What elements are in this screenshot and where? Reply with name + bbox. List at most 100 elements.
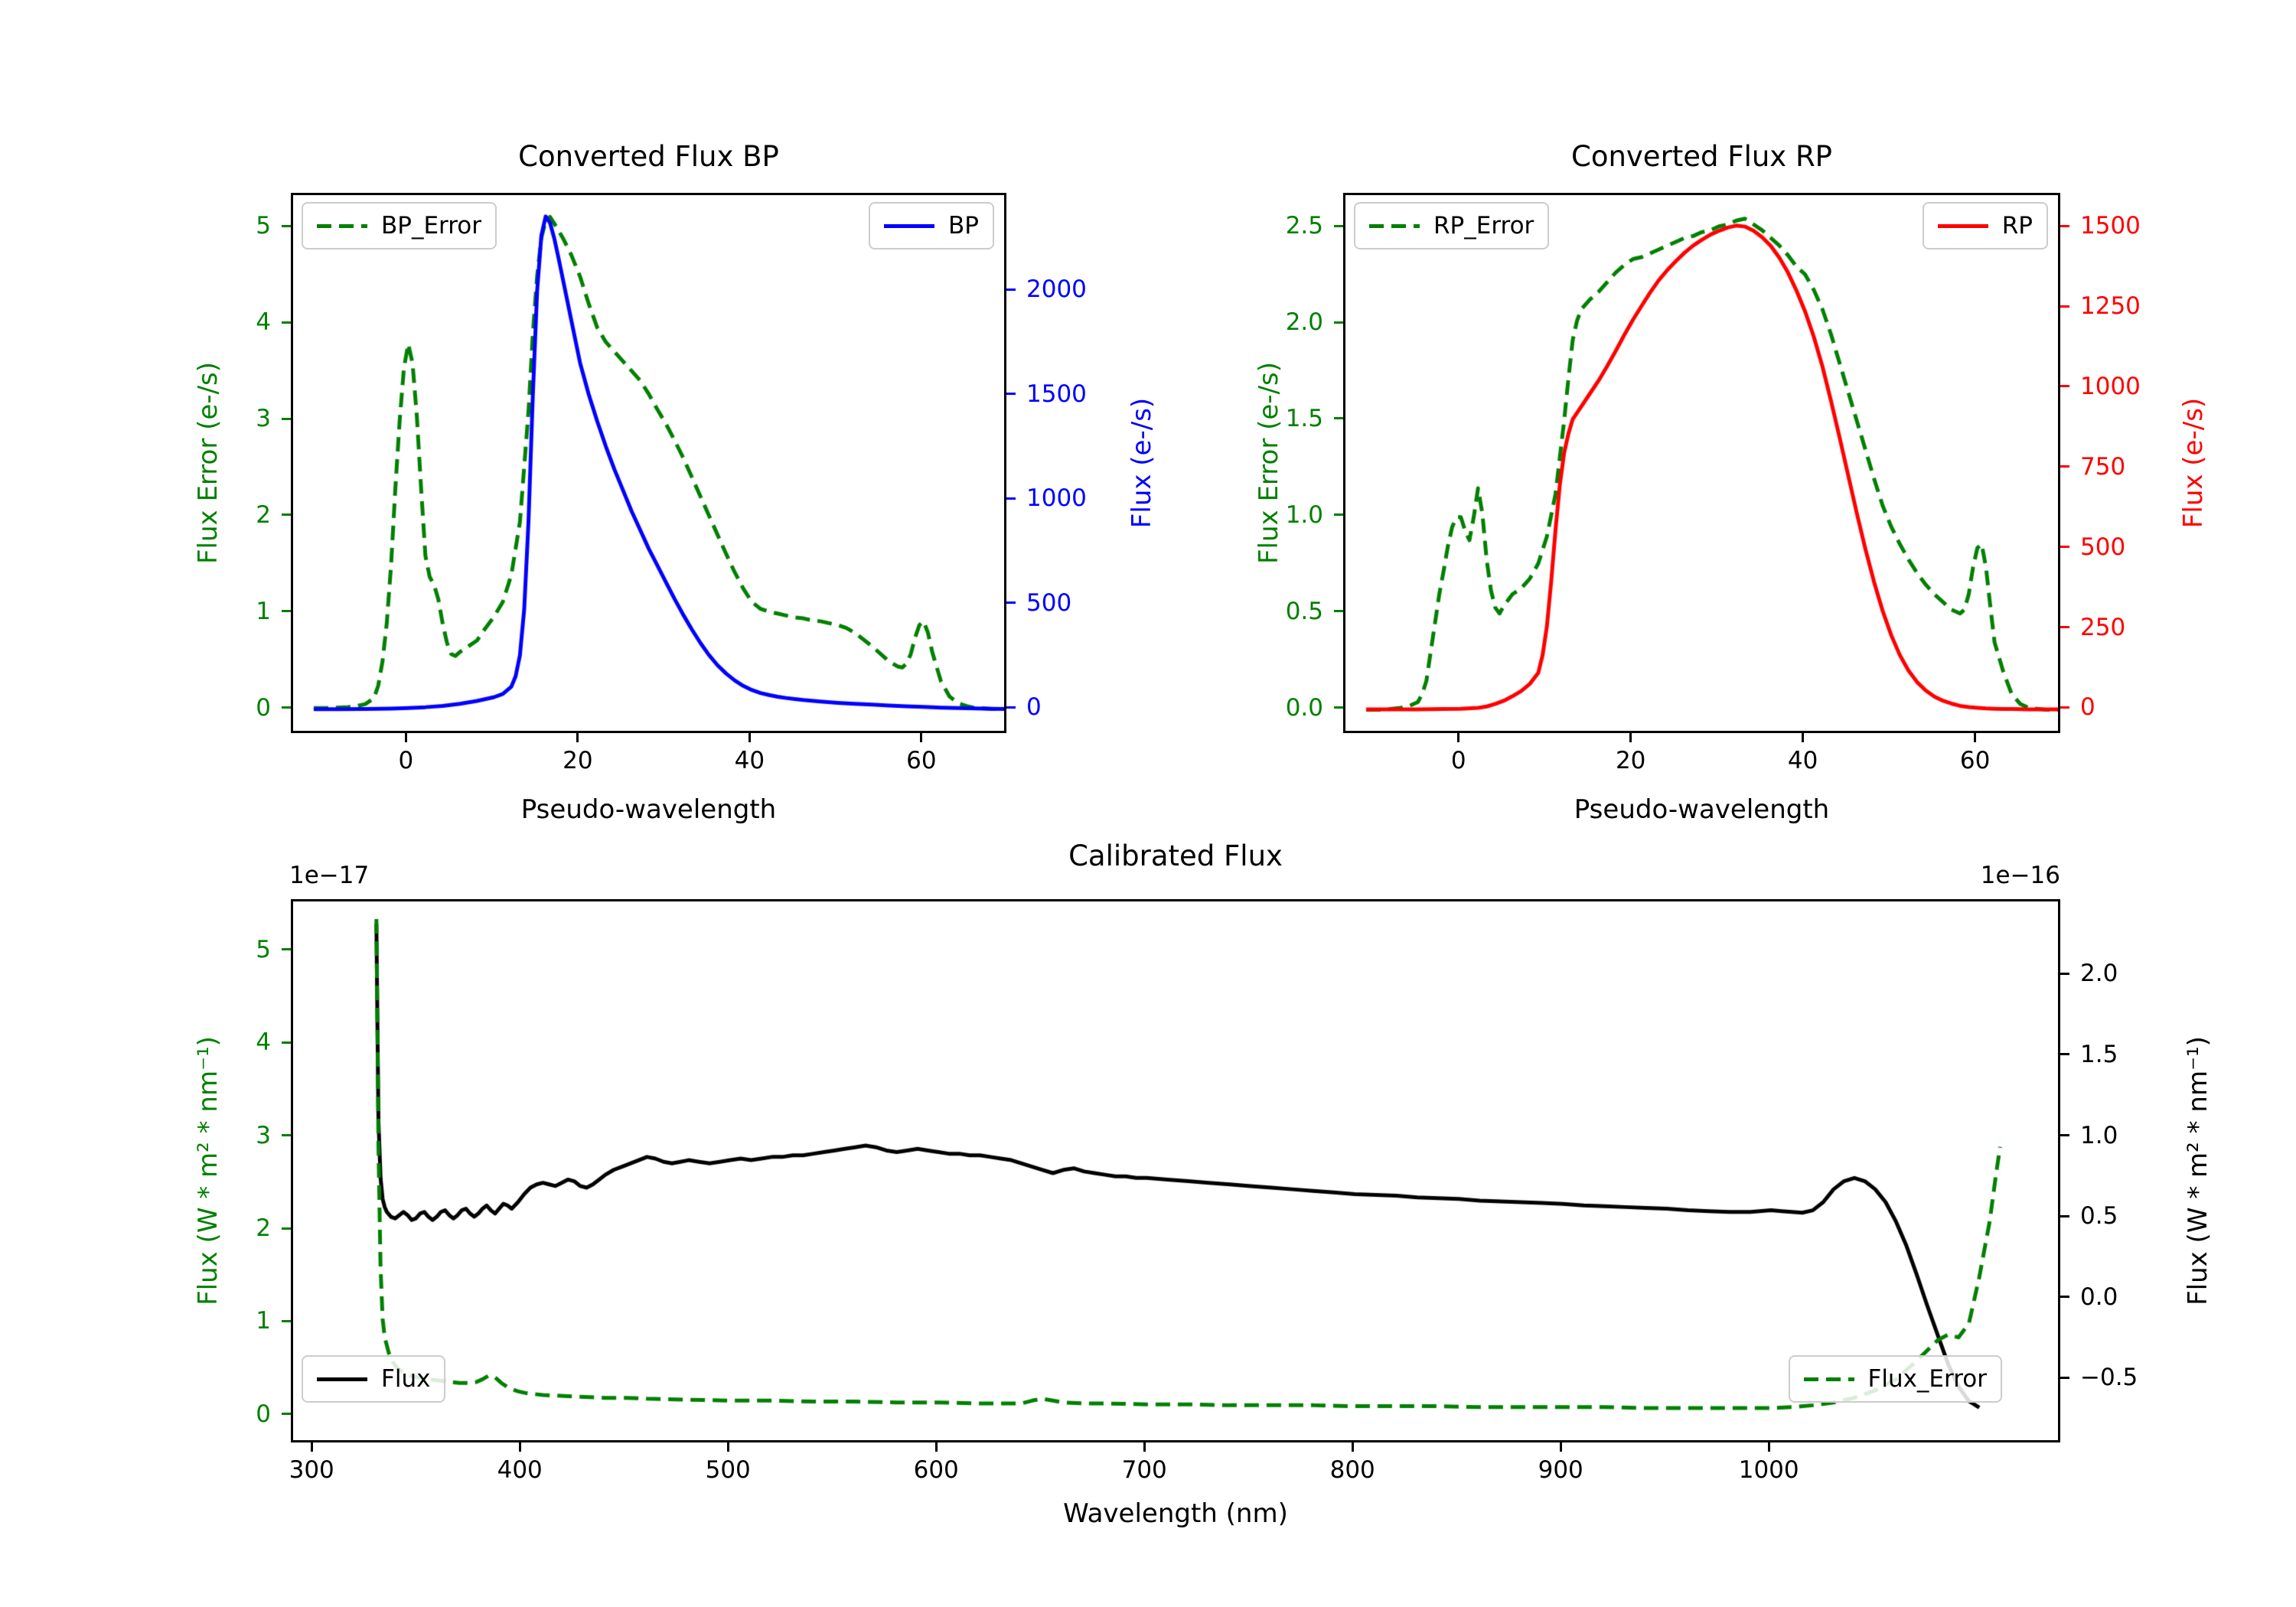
- tick-mark: [1629, 733, 1632, 742]
- tick-label: 2.5: [1285, 212, 1323, 240]
- tick-mark: [1334, 417, 1343, 420]
- tick-mark: [282, 706, 291, 709]
- tick-label: 0.5: [2080, 1202, 2118, 1231]
- plot-area: [291, 193, 1006, 733]
- tick-mark: [1006, 288, 1016, 291]
- tick-mark: [282, 417, 291, 420]
- tick-label: 1000: [2080, 372, 2141, 400]
- tick-mark: [934, 1442, 938, 1452]
- tick-label: 600: [913, 1456, 959, 1484]
- tick-mark: [518, 1442, 521, 1452]
- tick-label: 1.5: [2080, 1040, 2118, 1068]
- legend-flux-error: Flux_Error: [1788, 1355, 2002, 1403]
- tick-mark: [282, 1227, 291, 1230]
- tick-mark: [282, 948, 291, 951]
- tick-mark: [748, 733, 751, 742]
- legend-line-sample: [1937, 223, 1988, 228]
- legend-label: BP: [948, 212, 979, 240]
- legend-rp: RP: [1922, 202, 2048, 249]
- tick-label: 1500: [1026, 380, 1087, 408]
- chart-title: Converted Flux RP: [1570, 140, 1832, 173]
- tick-label: 750: [2080, 452, 2126, 481]
- plot-area: [291, 899, 2060, 1442]
- tick-label: 1500: [2080, 212, 2141, 240]
- tick-label: 40: [734, 747, 765, 774]
- legend-label: BP_Error: [381, 212, 482, 240]
- tick-label: 900: [1538, 1456, 1583, 1484]
- tick-mark: [1559, 1442, 1562, 1452]
- tick-label: 60: [1959, 747, 1991, 774]
- plot-canvas: [293, 901, 2058, 1440]
- tick-mark: [920, 733, 923, 742]
- tick-mark: [282, 1041, 291, 1044]
- x-axis-label: Wavelength (nm): [1063, 1498, 1288, 1529]
- legend-flux: Flux: [302, 1355, 446, 1403]
- tick-mark: [282, 1134, 291, 1137]
- axis-offset-text-left: 1e−17: [289, 862, 370, 889]
- tick-mark: [282, 610, 291, 613]
- tick-label: 0: [256, 693, 271, 722]
- axis-offset-text-right: 1e−16: [1980, 862, 2060, 889]
- x-axis-label: Pseudo-wavelength: [520, 794, 777, 825]
- tick-label: 1: [256, 597, 271, 625]
- tick-mark: [1334, 321, 1343, 324]
- tick-mark: [2060, 1376, 2069, 1379]
- tick-mark: [2060, 224, 2069, 227]
- tick-mark: [1006, 497, 1016, 500]
- legend-line-sample: [317, 223, 367, 228]
- tick-label: 5: [256, 212, 271, 240]
- tick-label: 2: [256, 500, 271, 529]
- tick-label: 5: [256, 935, 271, 963]
- tick-label: 1.5: [1285, 404, 1323, 432]
- tick-label: 1250: [2080, 292, 2141, 321]
- tick-mark: [2060, 972, 2069, 975]
- legend-line-sample: [1803, 1377, 1854, 1381]
- tick-mark: [2060, 385, 2069, 388]
- tick-mark: [1006, 706, 1016, 709]
- tick-mark: [2060, 546, 2069, 549]
- plot-canvas: [293, 195, 1004, 731]
- legend-label: Flux_Error: [1867, 1365, 1988, 1393]
- tick-label: 300: [289, 1456, 334, 1484]
- tick-mark: [1334, 610, 1343, 613]
- tick-label: 2: [256, 1214, 271, 1242]
- tick-label: 0: [398, 747, 414, 774]
- tick-label: 1000: [1026, 484, 1087, 513]
- tick-mark: [1334, 513, 1343, 517]
- tick-label: 2000: [1026, 275, 1087, 304]
- tick-label: 1.0: [1285, 500, 1323, 529]
- legend-bp: BP: [869, 202, 994, 249]
- tick-mark: [1006, 601, 1016, 605]
- legend-label: RP_Error: [1433, 212, 1534, 240]
- tick-label: 500: [705, 1456, 751, 1484]
- legend-line-sample: [317, 1377, 367, 1381]
- x-axis-label: Pseudo-wavelength: [1574, 794, 1830, 825]
- tick-label: 400: [497, 1456, 543, 1484]
- tick-mark: [1457, 733, 1460, 742]
- tick-mark: [2060, 626, 2069, 629]
- chart-title: Calibrated Flux: [1068, 839, 1283, 872]
- tick-label: 2.0: [1285, 308, 1323, 337]
- tick-label: 1.0: [2080, 1121, 2118, 1149]
- tick-mark: [1351, 1442, 1354, 1452]
- tick-label: 700: [1121, 1456, 1167, 1484]
- tick-label: 0: [256, 1400, 271, 1428]
- chart-title: Converted Flux BP: [518, 140, 779, 173]
- tick-label: 0.5: [1285, 597, 1323, 625]
- tick-label: 4: [256, 1028, 271, 1057]
- tick-mark: [2060, 1053, 2069, 1056]
- legend-rp-error: RP_Error: [1354, 202, 1550, 249]
- legend-line-sample: [884, 223, 935, 228]
- tick-mark: [282, 1319, 291, 1322]
- tick-label: −0.5: [2080, 1364, 2138, 1392]
- legend-bp-error: BP_Error: [302, 202, 497, 249]
- tick-mark: [282, 513, 291, 517]
- tick-label: 20: [1615, 747, 1646, 774]
- tick-mark: [2060, 1134, 2069, 1136]
- tick-mark: [576, 733, 579, 742]
- tick-mark: [726, 1442, 729, 1452]
- tick-mark: [2060, 465, 2069, 468]
